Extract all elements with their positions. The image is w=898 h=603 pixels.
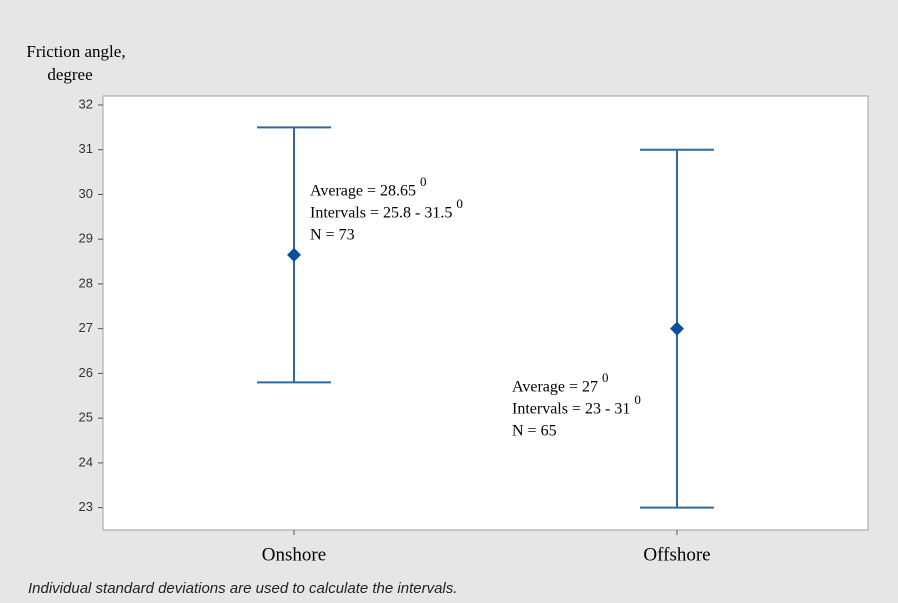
mean-marker — [670, 321, 684, 336]
annotation-superscript: 0 — [420, 174, 427, 189]
y-tick-label: 26 — [79, 365, 93, 380]
annotation: N = 65 — [512, 423, 557, 440]
y-axis-label: Friction angle, — [26, 42, 125, 61]
annotation-superscript: 0 — [602, 370, 609, 385]
annotation-superscript: 0 — [634, 392, 641, 407]
annotation: Intervals = 25.8 - 31.5 — [310, 205, 452, 222]
y-tick-label: 28 — [79, 275, 93, 290]
y-tick-label: 25 — [79, 410, 93, 425]
y-tick-label: 29 — [79, 231, 93, 246]
annotation: Average = 28.65 — [310, 183, 416, 200]
x-tick-label: Onshore — [262, 544, 326, 565]
annotation-superscript: 0 — [456, 196, 463, 211]
annotation: N = 73 — [310, 227, 355, 244]
x-tick-label: Offshore — [643, 544, 710, 565]
y-tick-label: 32 — [79, 96, 93, 111]
footnote: Individual standard deviations are used … — [28, 580, 457, 597]
y-tick-label: 27 — [79, 320, 93, 335]
y-axis-label: degree — [47, 65, 92, 84]
y-tick-label: 30 — [79, 186, 93, 201]
annotation: Intervals = 23 - 31 — [512, 401, 630, 418]
y-tick-label: 31 — [79, 141, 93, 156]
y-tick-label: 23 — [79, 499, 93, 514]
annotation: Average = 27 — [512, 379, 598, 396]
y-tick-label: 24 — [79, 454, 93, 469]
mean-marker — [287, 247, 301, 262]
plot-area — [102, 95, 869, 531]
